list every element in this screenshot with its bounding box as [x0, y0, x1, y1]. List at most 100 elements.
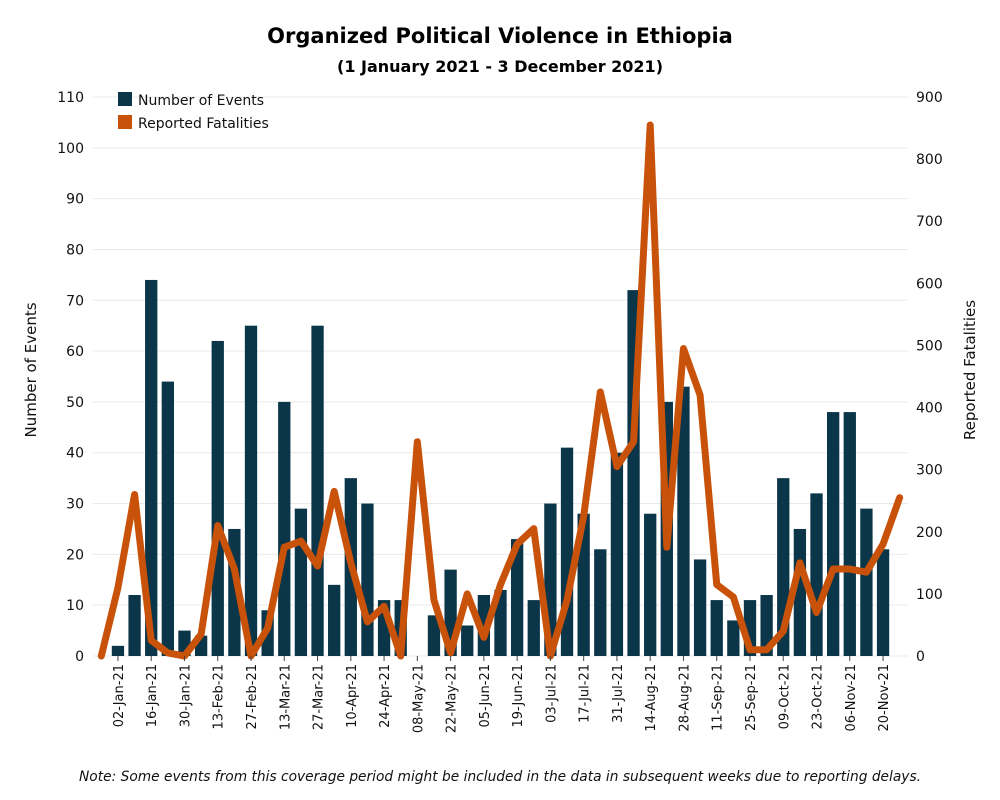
- right-tick-label: 700: [916, 214, 943, 230]
- x-tick-label: 03-Jul-21: [544, 664, 559, 723]
- bar-events: [760, 595, 773, 656]
- point-fatalities: [431, 598, 436, 603]
- x-tick-label: 02-Jan-21: [112, 664, 127, 727]
- x-tick-label: 14-Aug-21: [644, 664, 659, 732]
- bar-series-events: [111, 279, 890, 656]
- point-fatalities: [99, 654, 104, 658]
- x-tick-label: 19-Jun-21: [511, 664, 526, 728]
- point-fatalities: [581, 514, 586, 519]
- x-tick-label: 22-May-21: [445, 664, 460, 733]
- bar-events: [594, 549, 607, 656]
- bar-events: [727, 620, 740, 656]
- bar-events: [361, 503, 374, 656]
- legend-label-fatalities: Reported Fatalities: [138, 116, 269, 132]
- bar-events: [843, 412, 856, 656]
- right-tick-label: 900: [916, 90, 943, 106]
- point-fatalities: [664, 545, 669, 550]
- point-fatalities: [515, 542, 520, 547]
- x-tick-label: 30-Jan-21: [178, 664, 193, 727]
- bar-events: [677, 386, 690, 656]
- left-tick-label: 0: [75, 649, 84, 665]
- point-fatalities: [598, 390, 603, 395]
- right-tick-label: 500: [916, 338, 943, 354]
- bar-events: [810, 493, 823, 656]
- x-tick-label: 13-Feb-21: [212, 664, 227, 729]
- bar-events: [294, 508, 308, 656]
- point-fatalities: [648, 122, 653, 127]
- point-fatalities: [365, 619, 370, 624]
- bar-events: [311, 325, 324, 656]
- left-tick-label: 60: [66, 344, 84, 360]
- left-tick-label: 80: [66, 242, 84, 258]
- point-fatalities: [614, 464, 619, 469]
- footnote: Note: Some events from this coverage per…: [79, 769, 921, 785]
- bar-events: [644, 513, 657, 656]
- point-fatalities: [465, 591, 470, 596]
- bar-events: [494, 589, 507, 656]
- left-tick-label: 70: [66, 293, 84, 309]
- point-fatalities: [332, 489, 337, 494]
- bar-events: [710, 600, 723, 656]
- point-fatalities: [531, 526, 536, 531]
- x-tick-label: 10-Apr-21: [345, 664, 360, 728]
- point-fatalities: [781, 629, 786, 634]
- chart-title: Organized Political Violence in Ethiopia: [267, 24, 733, 48]
- bar-events: [211, 340, 224, 656]
- left-tick-label: 10: [66, 598, 84, 614]
- bar-events: [610, 452, 624, 656]
- bar-events: [328, 584, 341, 656]
- point-fatalities: [481, 635, 486, 640]
- point-fatalities: [731, 594, 736, 599]
- right-tick-label: 300: [916, 463, 943, 479]
- bar-events: [793, 528, 807, 656]
- bar-events: [461, 625, 474, 656]
- point-fatalities: [448, 650, 453, 655]
- point-fatalities: [232, 567, 237, 572]
- left-tick-label: 110: [57, 90, 84, 106]
- left-axis-label: Number of Events: [22, 302, 40, 437]
- point-fatalities: [282, 545, 287, 550]
- point-fatalities: [764, 647, 769, 652]
- point-fatalities: [847, 567, 852, 572]
- x-tick-label: 17-Jul-21: [578, 664, 593, 723]
- point-fatalities: [382, 604, 387, 609]
- x-tick-label: 27-Mar-21: [312, 664, 327, 730]
- right-tick-label: 800: [916, 152, 943, 168]
- point-fatalities: [199, 632, 204, 637]
- x-tick-label: 27-Feb-21: [245, 664, 260, 729]
- bar-events: [244, 325, 258, 656]
- x-tick-label: 16-Jan-21: [145, 664, 160, 727]
- point-fatalities: [348, 560, 353, 565]
- right-axis-ticks: 0 100 200 300 400 500 600 700 800 900: [916, 90, 943, 665]
- x-tick-label: 31-Jul-21: [611, 664, 626, 723]
- point-fatalities: [565, 598, 570, 603]
- bar-events: [111, 645, 125, 656]
- point-fatalities: [265, 626, 270, 631]
- point-fatalities: [714, 582, 719, 587]
- legend: Number of Events Reported Fatalities: [118, 92, 269, 132]
- bar-events: [145, 279, 158, 656]
- point-fatalities: [831, 567, 836, 572]
- x-tick-label: 08-May-21: [411, 664, 426, 733]
- point-fatalities: [797, 560, 802, 565]
- x-tick-label: 05-Jun-21: [478, 664, 493, 728]
- right-axis-label: Reported Fatalities: [961, 300, 979, 440]
- point-fatalities: [115, 585, 120, 590]
- bar-events: [278, 401, 291, 656]
- legend-swatch-events: [118, 92, 132, 106]
- bar-events: [128, 595, 141, 656]
- x-tick-label: 13-Mar-21: [278, 664, 293, 730]
- point-fatalities: [415, 439, 420, 444]
- point-fatalities: [631, 439, 636, 444]
- point-fatalities: [165, 650, 170, 655]
- bar-events: [527, 600, 540, 656]
- legend-label-events: Number of Events: [138, 93, 264, 109]
- x-tick-label: 06-Nov-21: [844, 664, 859, 732]
- x-tick-label: 20-Nov-21: [877, 664, 892, 732]
- right-tick-label: 400: [916, 401, 943, 417]
- x-axis-ticks: 02-Jan-21 16-Jan-21 30-Jan-21 13-Feb-21 27-F…: [112, 656, 892, 733]
- right-tick-label: 200: [916, 525, 943, 541]
- x-tick-label: 24-Apr-21: [378, 664, 393, 728]
- x-tick-label: 25-Sep-21: [744, 664, 759, 731]
